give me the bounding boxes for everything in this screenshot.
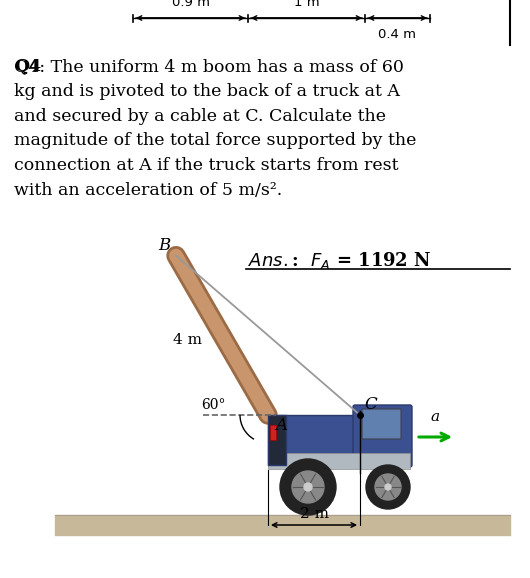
- Circle shape: [280, 459, 336, 515]
- Text: C: C: [364, 396, 377, 413]
- Bar: [268, 415, 286, 465]
- Circle shape: [375, 474, 401, 500]
- Circle shape: [385, 484, 391, 490]
- Bar: [268, 453, 410, 469]
- Circle shape: [304, 483, 312, 491]
- Text: 0.9 m: 0.9 m: [172, 0, 209, 9]
- Text: Q4: Q4: [14, 58, 41, 75]
- FancyBboxPatch shape: [353, 405, 412, 467]
- Text: Q4: The uniform 4 m boom has a mass of 60
kg and is pivoted to the back of a tru: Q4: The uniform 4 m boom has a mass of 6…: [14, 58, 417, 199]
- Circle shape: [366, 465, 410, 509]
- Circle shape: [292, 471, 324, 503]
- Text: $\mathit{Ans.}$:  $\mathit{F}_{A}$ = 1192 N: $\mathit{Ans.}$: $\mathit{F}_{A}$ = 1192…: [248, 250, 431, 271]
- Text: a: a: [431, 410, 440, 424]
- FancyBboxPatch shape: [362, 409, 401, 439]
- Text: B: B: [158, 236, 170, 254]
- Bar: [270, 425, 276, 440]
- Text: 4 m: 4 m: [173, 334, 202, 347]
- Text: 0.4 m: 0.4 m: [378, 28, 417, 41]
- Text: A: A: [275, 417, 287, 434]
- Text: 1 m: 1 m: [294, 0, 319, 9]
- Text: 2 m: 2 m: [299, 507, 329, 521]
- Bar: [268, 415, 380, 465]
- Text: 60°: 60°: [201, 398, 226, 412]
